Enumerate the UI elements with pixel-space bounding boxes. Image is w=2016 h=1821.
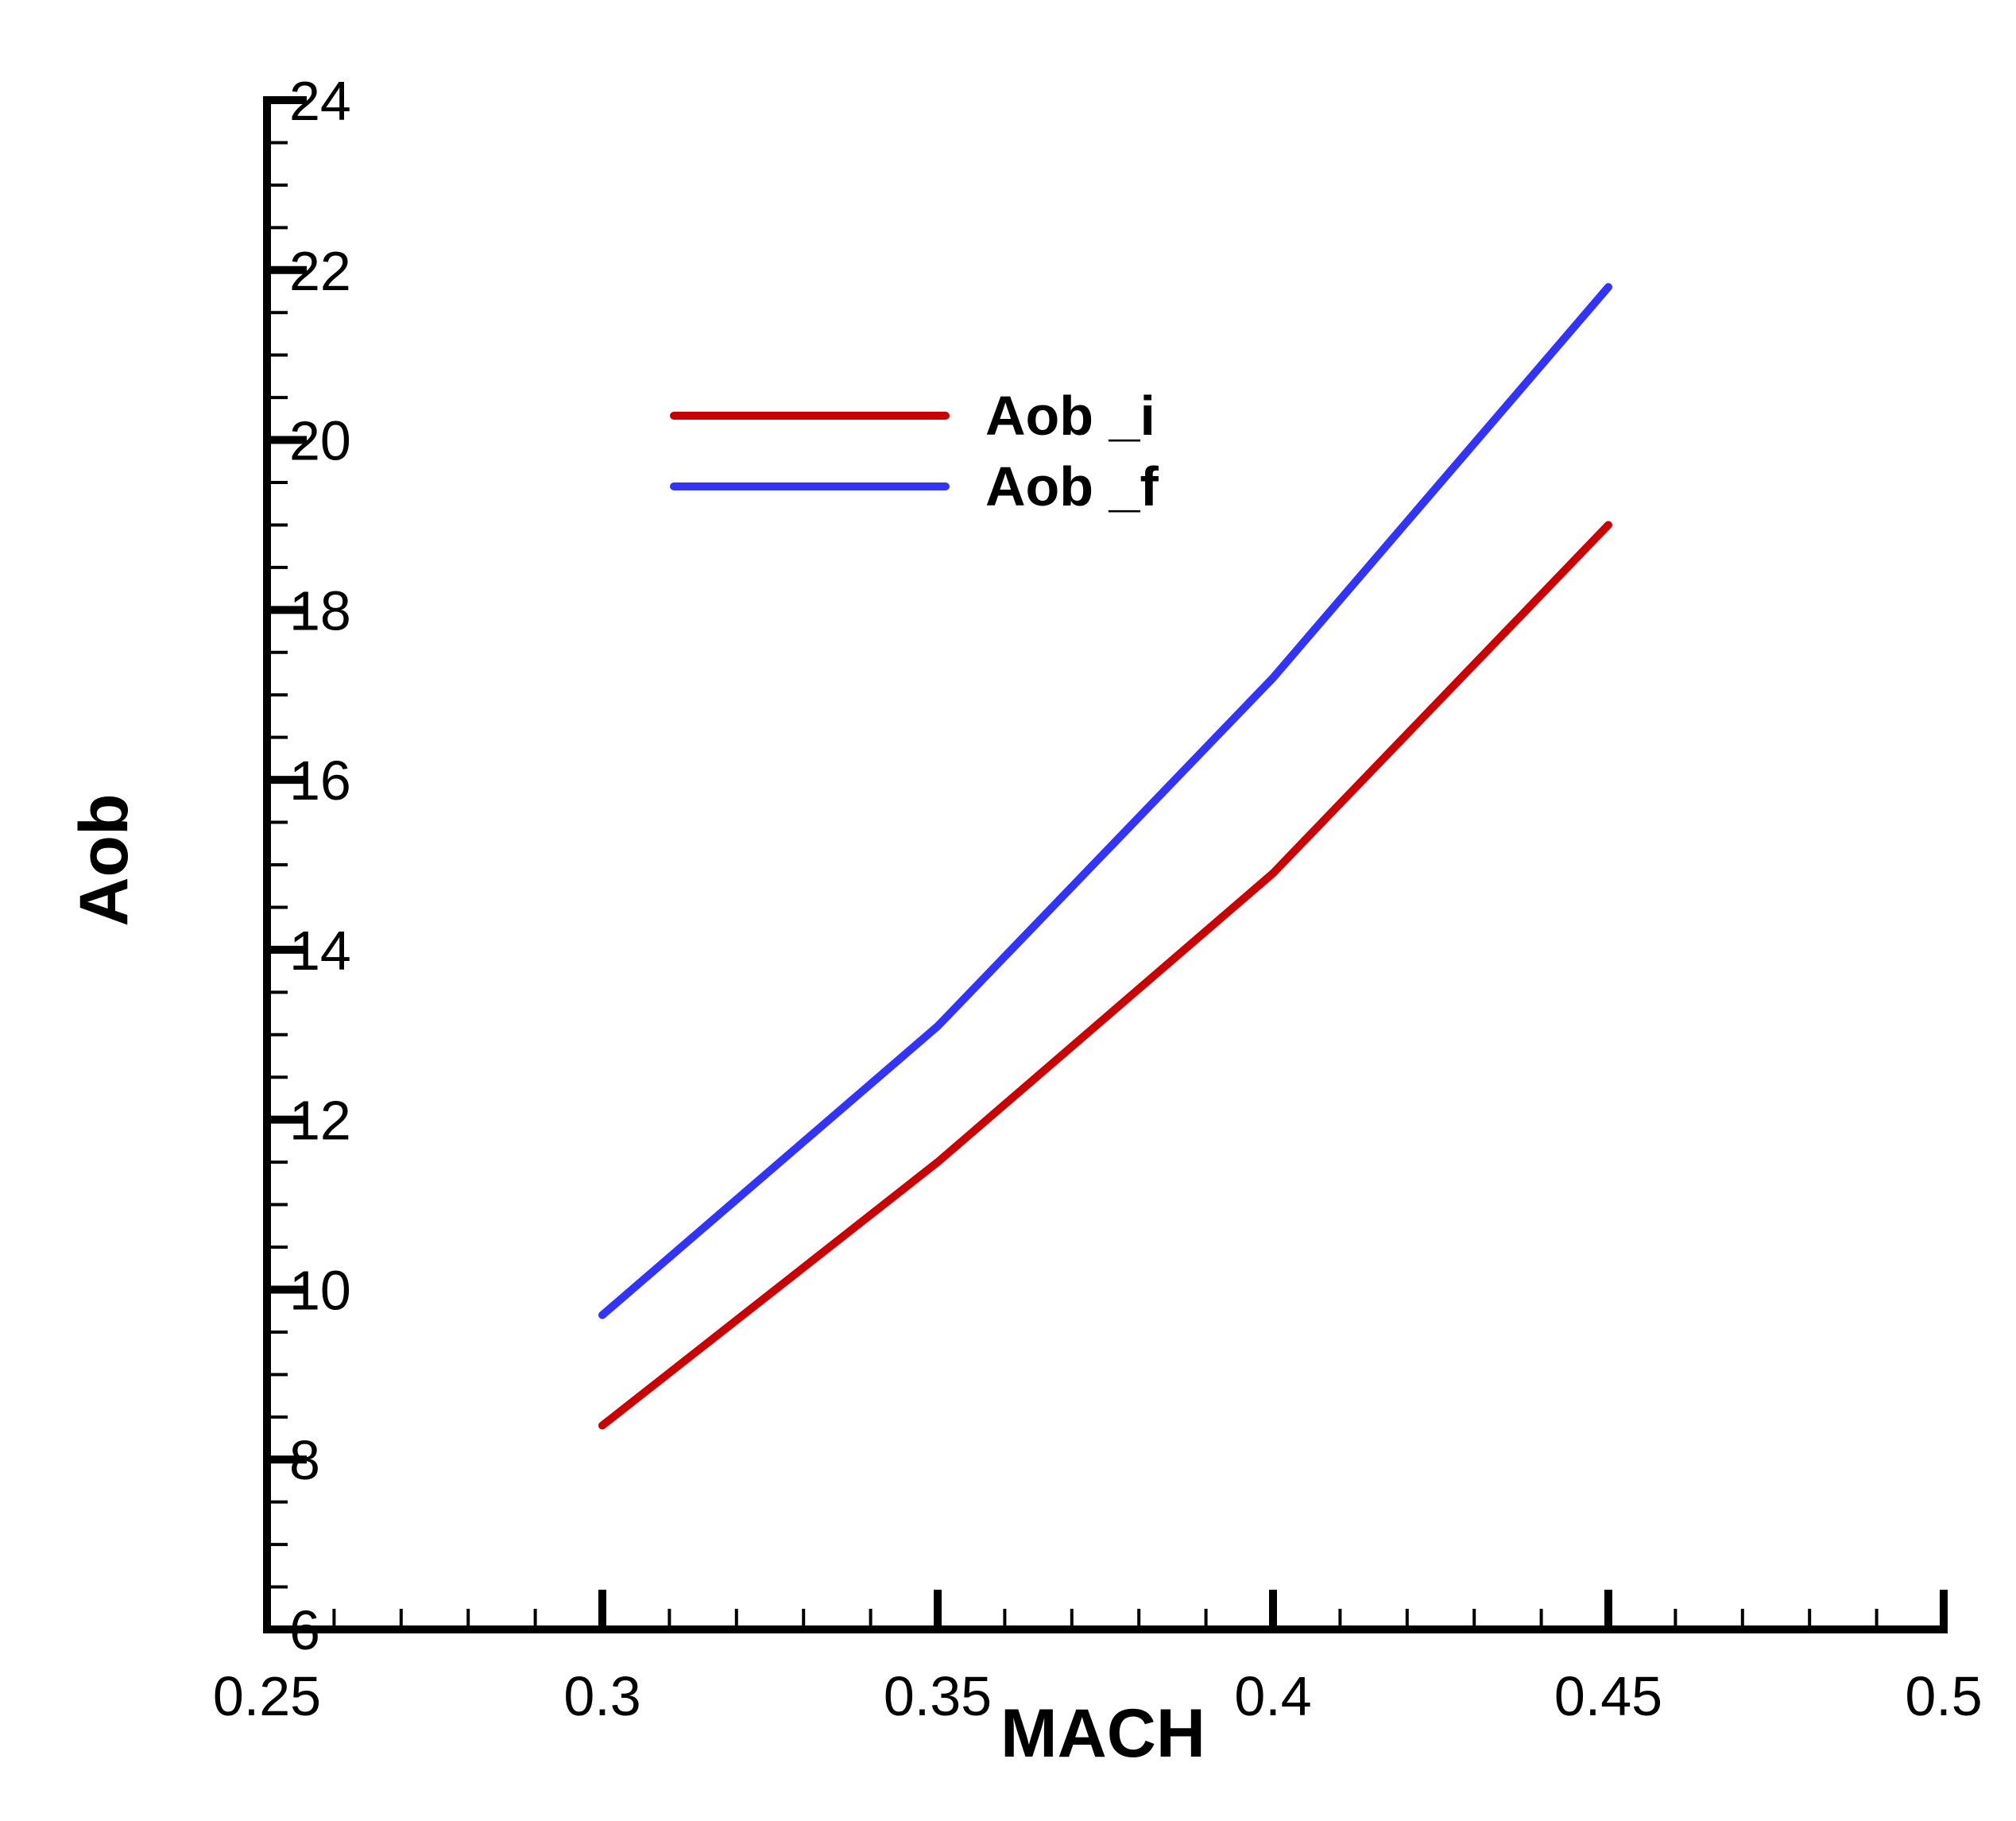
- x-tick-label: 0.35: [884, 1665, 992, 1727]
- major-ticks: [263, 96, 1948, 1633]
- x-tick-label: 0.5: [1905, 1665, 1982, 1727]
- y-tick-label: 8: [289, 1429, 320, 1491]
- y-tick-label: 16: [289, 750, 351, 812]
- x-axis-title: MACH: [1000, 1695, 1205, 1772]
- series-lines: [598, 283, 1612, 1430]
- legend: Aob _i Aob _f: [670, 385, 1159, 517]
- y-tick-label: 10: [289, 1259, 351, 1321]
- y-tick-label: 14: [289, 920, 351, 982]
- axes: [263, 96, 1948, 1633]
- y-axis-title: Aob: [66, 793, 142, 926]
- y-tick-label: 22: [289, 240, 351, 302]
- x-tick-label: 0.4: [1234, 1665, 1311, 1727]
- legend-label-aob-f: Aob _f: [985, 455, 1159, 517]
- y-tick-labels: 6 8 10 12 14 16 18 20 22 24: [289, 70, 351, 1661]
- y-tick-label: 6: [289, 1599, 320, 1661]
- series-line-0: [598, 521, 1612, 1430]
- y-tick-label: 24: [289, 70, 351, 132]
- series-line-1: [598, 283, 1612, 1319]
- y-tick-label: 18: [289, 579, 351, 641]
- y-tick-label: 12: [289, 1090, 351, 1152]
- x-tick-labels: 0.25 0.3 0.35 0.4 0.45 0.5: [213, 1665, 1983, 1727]
- x-tick-label: 0.25: [213, 1665, 321, 1727]
- legend-label-aob-i: Aob _i: [985, 385, 1155, 447]
- y-tick-label: 20: [289, 410, 351, 472]
- minor-ticks: [265, 99, 1945, 1631]
- x-tick-label: 0.3: [563, 1665, 640, 1727]
- x-tick-label: 0.45: [1554, 1665, 1662, 1727]
